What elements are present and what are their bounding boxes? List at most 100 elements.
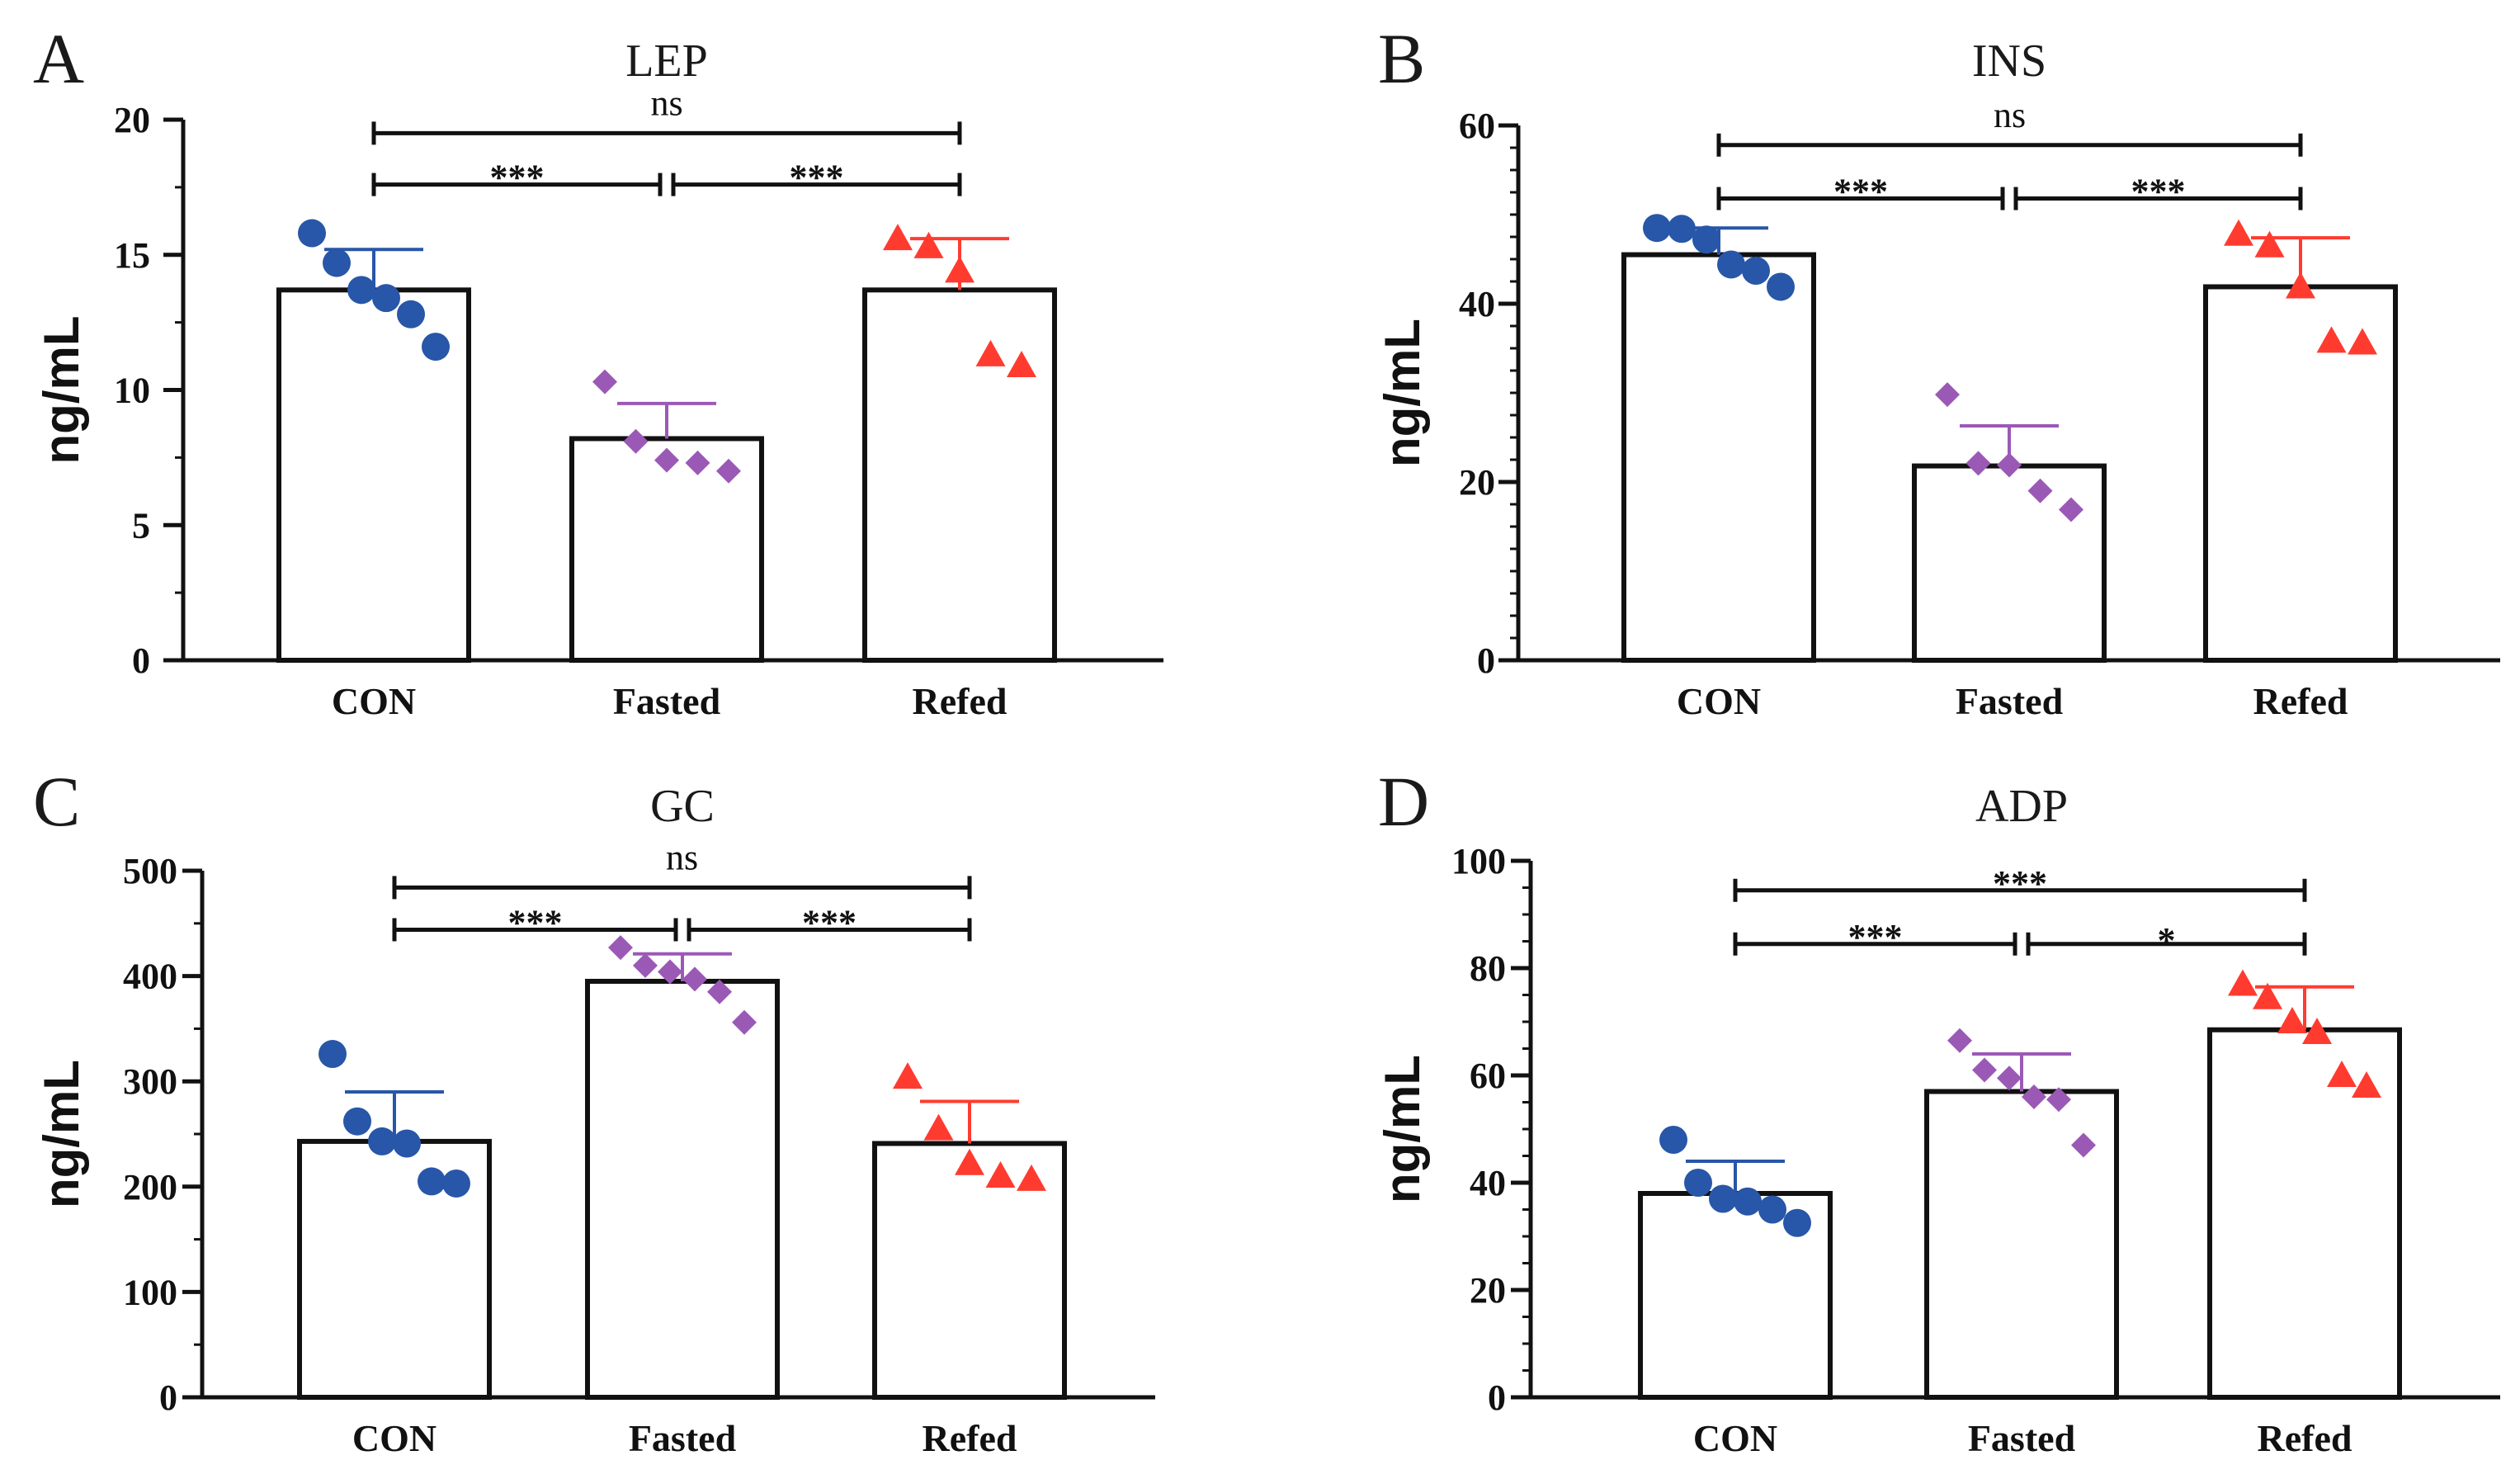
- y-tick-label: 100: [123, 1272, 177, 1312]
- chart-panel-c: C GC ng/mL 0 100 200 300 400 500 CON Fasted Refed ns…: [33, 762, 1155, 1459]
- data-point-refed: [883, 224, 913, 251]
- x-tick-label-con: CON: [1677, 680, 1761, 722]
- y-tick-label: 0: [1488, 1377, 1506, 1418]
- data-point-refed: [985, 1161, 1016, 1188]
- data-point-refed: [2224, 219, 2253, 246]
- data-point-con: [298, 219, 326, 248]
- data-point-refed: [2228, 969, 2258, 996]
- data-point-fasted: [2071, 1132, 2096, 1158]
- data-point-fasted: [1947, 1028, 1972, 1053]
- significance-bracket: ***: [687, 902, 972, 943]
- data-point-fasted: [608, 935, 633, 961]
- significance-label: ***: [802, 902, 857, 943]
- y-tick-label: 80: [1470, 948, 1506, 989]
- data-point-refed: [913, 231, 944, 258]
- x-tick-label-con: CON: [1693, 1417, 1777, 1459]
- x-tick-label-fasted: Fasted: [629, 1417, 737, 1459]
- significance-bracket: ns: [1716, 95, 2303, 157]
- significance-bracket: ***: [392, 902, 678, 943]
- data-point-refed: [2277, 1007, 2307, 1033]
- x-tick-label-refed: Refed: [923, 1417, 1017, 1459]
- data-point-con: [347, 276, 375, 305]
- data-point-con: [1717, 250, 1745, 279]
- significance-label: ***: [790, 158, 844, 198]
- data-point-con: [1709, 1184, 1737, 1213]
- data-point-refed: [2302, 1018, 2332, 1044]
- data-point-con: [1659, 1126, 1687, 1154]
- significance-label: ***: [1993, 863, 2047, 904]
- data-point-fasted: [633, 952, 658, 978]
- y-tick-label: 20: [1470, 1270, 1506, 1311]
- data-point-refed: [1017, 1164, 1046, 1191]
- panel-letter: C: [33, 762, 80, 841]
- data-point-fasted: [2027, 478, 2053, 503]
- data-point-fasted: [2022, 1084, 2046, 1109]
- y-axis-label: ng/mL: [1375, 1055, 1430, 1203]
- data-point-con: [397, 300, 425, 328]
- bar-fasted: [585, 978, 780, 1400]
- data-point-refed: [2352, 1071, 2381, 1098]
- data-point-refed: [923, 1113, 954, 1141]
- x-tick-label-fasted: Fasted: [1968, 1417, 2076, 1459]
- data-point-con: [1758, 1195, 1786, 1224]
- y-axis-label: ng/mL: [34, 1060, 89, 1208]
- data-point-fasted: [654, 447, 679, 473]
- data-point-con: [418, 1167, 446, 1196]
- x-tick-label-fasted: Fasted: [1956, 680, 2064, 722]
- data-point-con: [1783, 1208, 1811, 1237]
- y-tick-label: 15: [114, 235, 150, 276]
- data-point-refed: [2316, 326, 2347, 353]
- data-point-con: [1668, 215, 1696, 243]
- data-point-refed: [1007, 351, 1036, 378]
- data-point-fasted: [1966, 451, 1991, 476]
- data-point-fasted: [716, 458, 741, 484]
- significance-label: ***: [1833, 172, 1888, 212]
- data-point-fasted: [685, 450, 710, 475]
- data-point-fasted: [623, 428, 649, 454]
- y-tick-label: 200: [123, 1167, 177, 1207]
- x-tick-label-fasted: Fasted: [613, 680, 721, 722]
- data-point-con: [319, 1040, 347, 1069]
- y-axis-label: ng/mL: [34, 316, 89, 465]
- y-tick-label: 0: [159, 1377, 177, 1418]
- significance-bracket: *: [2026, 920, 2307, 961]
- significance-label: ns: [666, 837, 698, 877]
- x-tick-label-refed: Refed: [2253, 680, 2348, 722]
- data-point-con: [393, 1129, 421, 1158]
- significance-bracket: ***: [371, 158, 663, 198]
- y-tick-label: 10: [114, 371, 150, 411]
- data-point-refed: [2286, 272, 2315, 299]
- data-point-con: [1643, 214, 1671, 243]
- data-point-refed: [893, 1062, 923, 1089]
- data-point-fasted: [2059, 497, 2083, 522]
- y-tick-label: 0: [132, 640, 150, 681]
- data-point-con: [323, 248, 351, 277]
- x-tick-label-con: CON: [332, 680, 416, 722]
- chart-panel-b: B INS ng/mL 0 20 40 60 CON Fasted Refed ns *** ***: [1375, 19, 2500, 722]
- y-tick-label: 500: [123, 851, 177, 891]
- significance-label: ns: [1994, 95, 2026, 135]
- bar-fasted: [1912, 463, 2107, 663]
- y-axis-label: ng/mL: [1375, 319, 1430, 467]
- x-tick-label-refed: Refed: [913, 680, 1008, 722]
- significance-bracket: ns: [371, 83, 962, 145]
- panel-letter: D: [1378, 762, 1429, 841]
- data-point-con: [422, 333, 450, 361]
- data-point-con: [1684, 1169, 1712, 1197]
- significance-label: ***: [490, 158, 545, 198]
- significance-bracket: ***: [1733, 863, 2307, 904]
- significance-bracket: ns: [392, 837, 972, 900]
- data-point-refed: [945, 256, 974, 283]
- y-tick-label: 300: [123, 1061, 177, 1102]
- significance-bracket: ***: [1733, 917, 2017, 957]
- data-point-fasted: [707, 979, 732, 1004]
- y-tick-label: 20: [114, 100, 150, 140]
- significance-label: ***: [1848, 917, 1903, 957]
- chart-title: ADP: [1975, 781, 2068, 832]
- y-tick-label: 0: [1477, 640, 1495, 681]
- panel-letter: A: [33, 19, 84, 98]
- significance-label: ns: [650, 83, 682, 123]
- data-point-fasted: [682, 966, 707, 992]
